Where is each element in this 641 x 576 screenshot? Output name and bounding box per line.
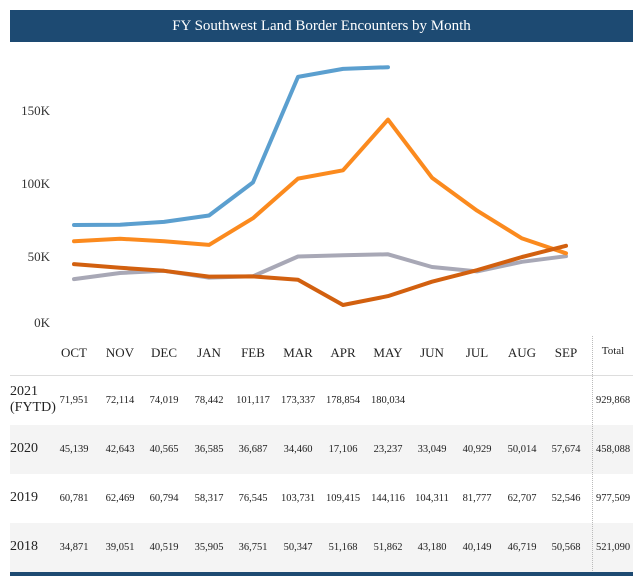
table-cell: 36,751 — [238, 542, 268, 553]
x-tick-label: JUL — [465, 345, 489, 360]
table-cell: 42,643 — [105, 444, 135, 455]
series-line-2020 — [72, 243, 568, 307]
total-cell: 977,509 — [595, 493, 631, 504]
y-tick-label: 0K — [34, 315, 51, 330]
x-tick-label: JAN — [197, 345, 221, 360]
row-label: 2020 — [10, 441, 38, 457]
line-chart: 0K 50K 100K 150K — [21, 65, 568, 330]
table-cell: 17,106 — [328, 444, 358, 455]
x-tick-label: JUN — [420, 345, 444, 360]
table-cell: 103,731 — [280, 493, 316, 504]
row-label: 2019 — [10, 490, 38, 506]
table-cell: 74,019 — [149, 395, 179, 406]
table-cell: 101,117 — [236, 395, 270, 406]
table-cell: 104,311 — [415, 493, 449, 504]
table-cell: 173,337 — [280, 395, 316, 406]
table-cell: 50,347 — [283, 542, 313, 553]
table-row: 2021 (FYTD) 71,951 72,114 74,019 78,442 101,11… — [10, 376, 633, 425]
table-row: 2019 60,781 62,469 60,794 58,317 76,545 103,73… — [10, 474, 633, 523]
table-cell: 72,114 — [105, 395, 135, 406]
x-tick-label: OCT — [61, 345, 87, 360]
row-label: 2018 — [10, 539, 38, 555]
table-cell: 40,929 — [462, 444, 492, 455]
row-label: 2021 (FYTD) — [10, 384, 56, 416]
total-column-divider — [592, 336, 593, 573]
x-tick-label: SEP — [554, 345, 578, 360]
table-cell: 62,469 — [105, 493, 135, 504]
table-cell: 40,149 — [462, 542, 492, 553]
y-tick-label: 150K — [21, 103, 51, 118]
x-tick-label: APR — [330, 345, 356, 360]
x-tick-label: MAY — [373, 345, 403, 360]
table-cell: 58,317 — [194, 493, 224, 504]
chart-title: FY Southwest Land Border Encounters by M… — [10, 10, 633, 42]
row-qualifier: (FYTD) — [10, 400, 56, 415]
series-line-2021 — [72, 65, 390, 227]
table-cell: 43,180 — [417, 542, 447, 553]
table-cell: 178,854 — [325, 395, 361, 406]
row-year: 2018 — [10, 539, 38, 554]
series-line-2019 — [72, 117, 568, 256]
table-cell: 51,862 — [373, 542, 403, 553]
table-cell: 57,674 — [551, 444, 581, 455]
total-cell: 521,090 — [595, 542, 631, 553]
total-cell: 929,868 — [595, 395, 631, 406]
table-cell: 81,777 — [462, 493, 492, 504]
table-cell: 60,781 — [59, 493, 89, 504]
table-cell: 40,565 — [149, 444, 179, 455]
table-cell: 34,871 — [59, 542, 89, 553]
x-tick-label: NOV — [105, 345, 135, 360]
total-header: Total — [601, 345, 625, 357]
table-cell: 33,049 — [417, 444, 447, 455]
table-cell: 40,519 — [149, 542, 179, 553]
x-tick-label: FEB — [241, 345, 265, 360]
x-tick-label: MAR — [283, 345, 313, 360]
table-cell: 76,545 — [238, 493, 268, 504]
table-cell: 51,168 — [328, 542, 358, 553]
footer-bar — [10, 572, 633, 576]
table-cell: 50,568 — [551, 542, 581, 553]
table-row: 2018 34,871 39,051 40,519 35,905 36,751 50,347… — [10, 523, 633, 572]
x-tick-label: DEC — [151, 345, 177, 360]
table-cell: 60,794 — [149, 493, 179, 504]
table-cell: 39,051 — [105, 542, 135, 553]
row-year: 2021 — [10, 384, 38, 399]
table-row: 2020 45,139 42,643 40,565 36,585 36,687 34,460… — [10, 425, 633, 474]
table-cell: 144,116 — [371, 493, 405, 504]
table-cell: 36,687 — [238, 444, 268, 455]
y-tick-label: 100K — [21, 176, 51, 191]
y-tick-label: 50K — [28, 249, 51, 264]
table-cell: 180,034 — [370, 395, 406, 406]
table-cell: 36,585 — [194, 444, 224, 455]
table-cell: 46,719 — [507, 542, 537, 553]
total-cell: 458,088 — [595, 444, 631, 455]
table-cell: 52,546 — [551, 493, 581, 504]
table-cell: 50,014 — [507, 444, 537, 455]
table-cell: 62,707 — [507, 493, 537, 504]
table-cell: 71,951 — [59, 395, 89, 406]
table-divider — [10, 375, 633, 376]
x-tick-label: AUG — [507, 345, 537, 360]
table-cell: 109,415 — [325, 493, 361, 504]
row-year: 2020 — [10, 441, 38, 456]
table-cell: 45,139 — [59, 444, 89, 455]
table-cell: 34,460 — [283, 444, 313, 455]
table-cell: 23,237 — [373, 444, 403, 455]
row-year: 2019 — [10, 490, 38, 505]
table-cell: 35,905 — [194, 542, 224, 553]
table-cell: 78,442 — [194, 395, 224, 406]
